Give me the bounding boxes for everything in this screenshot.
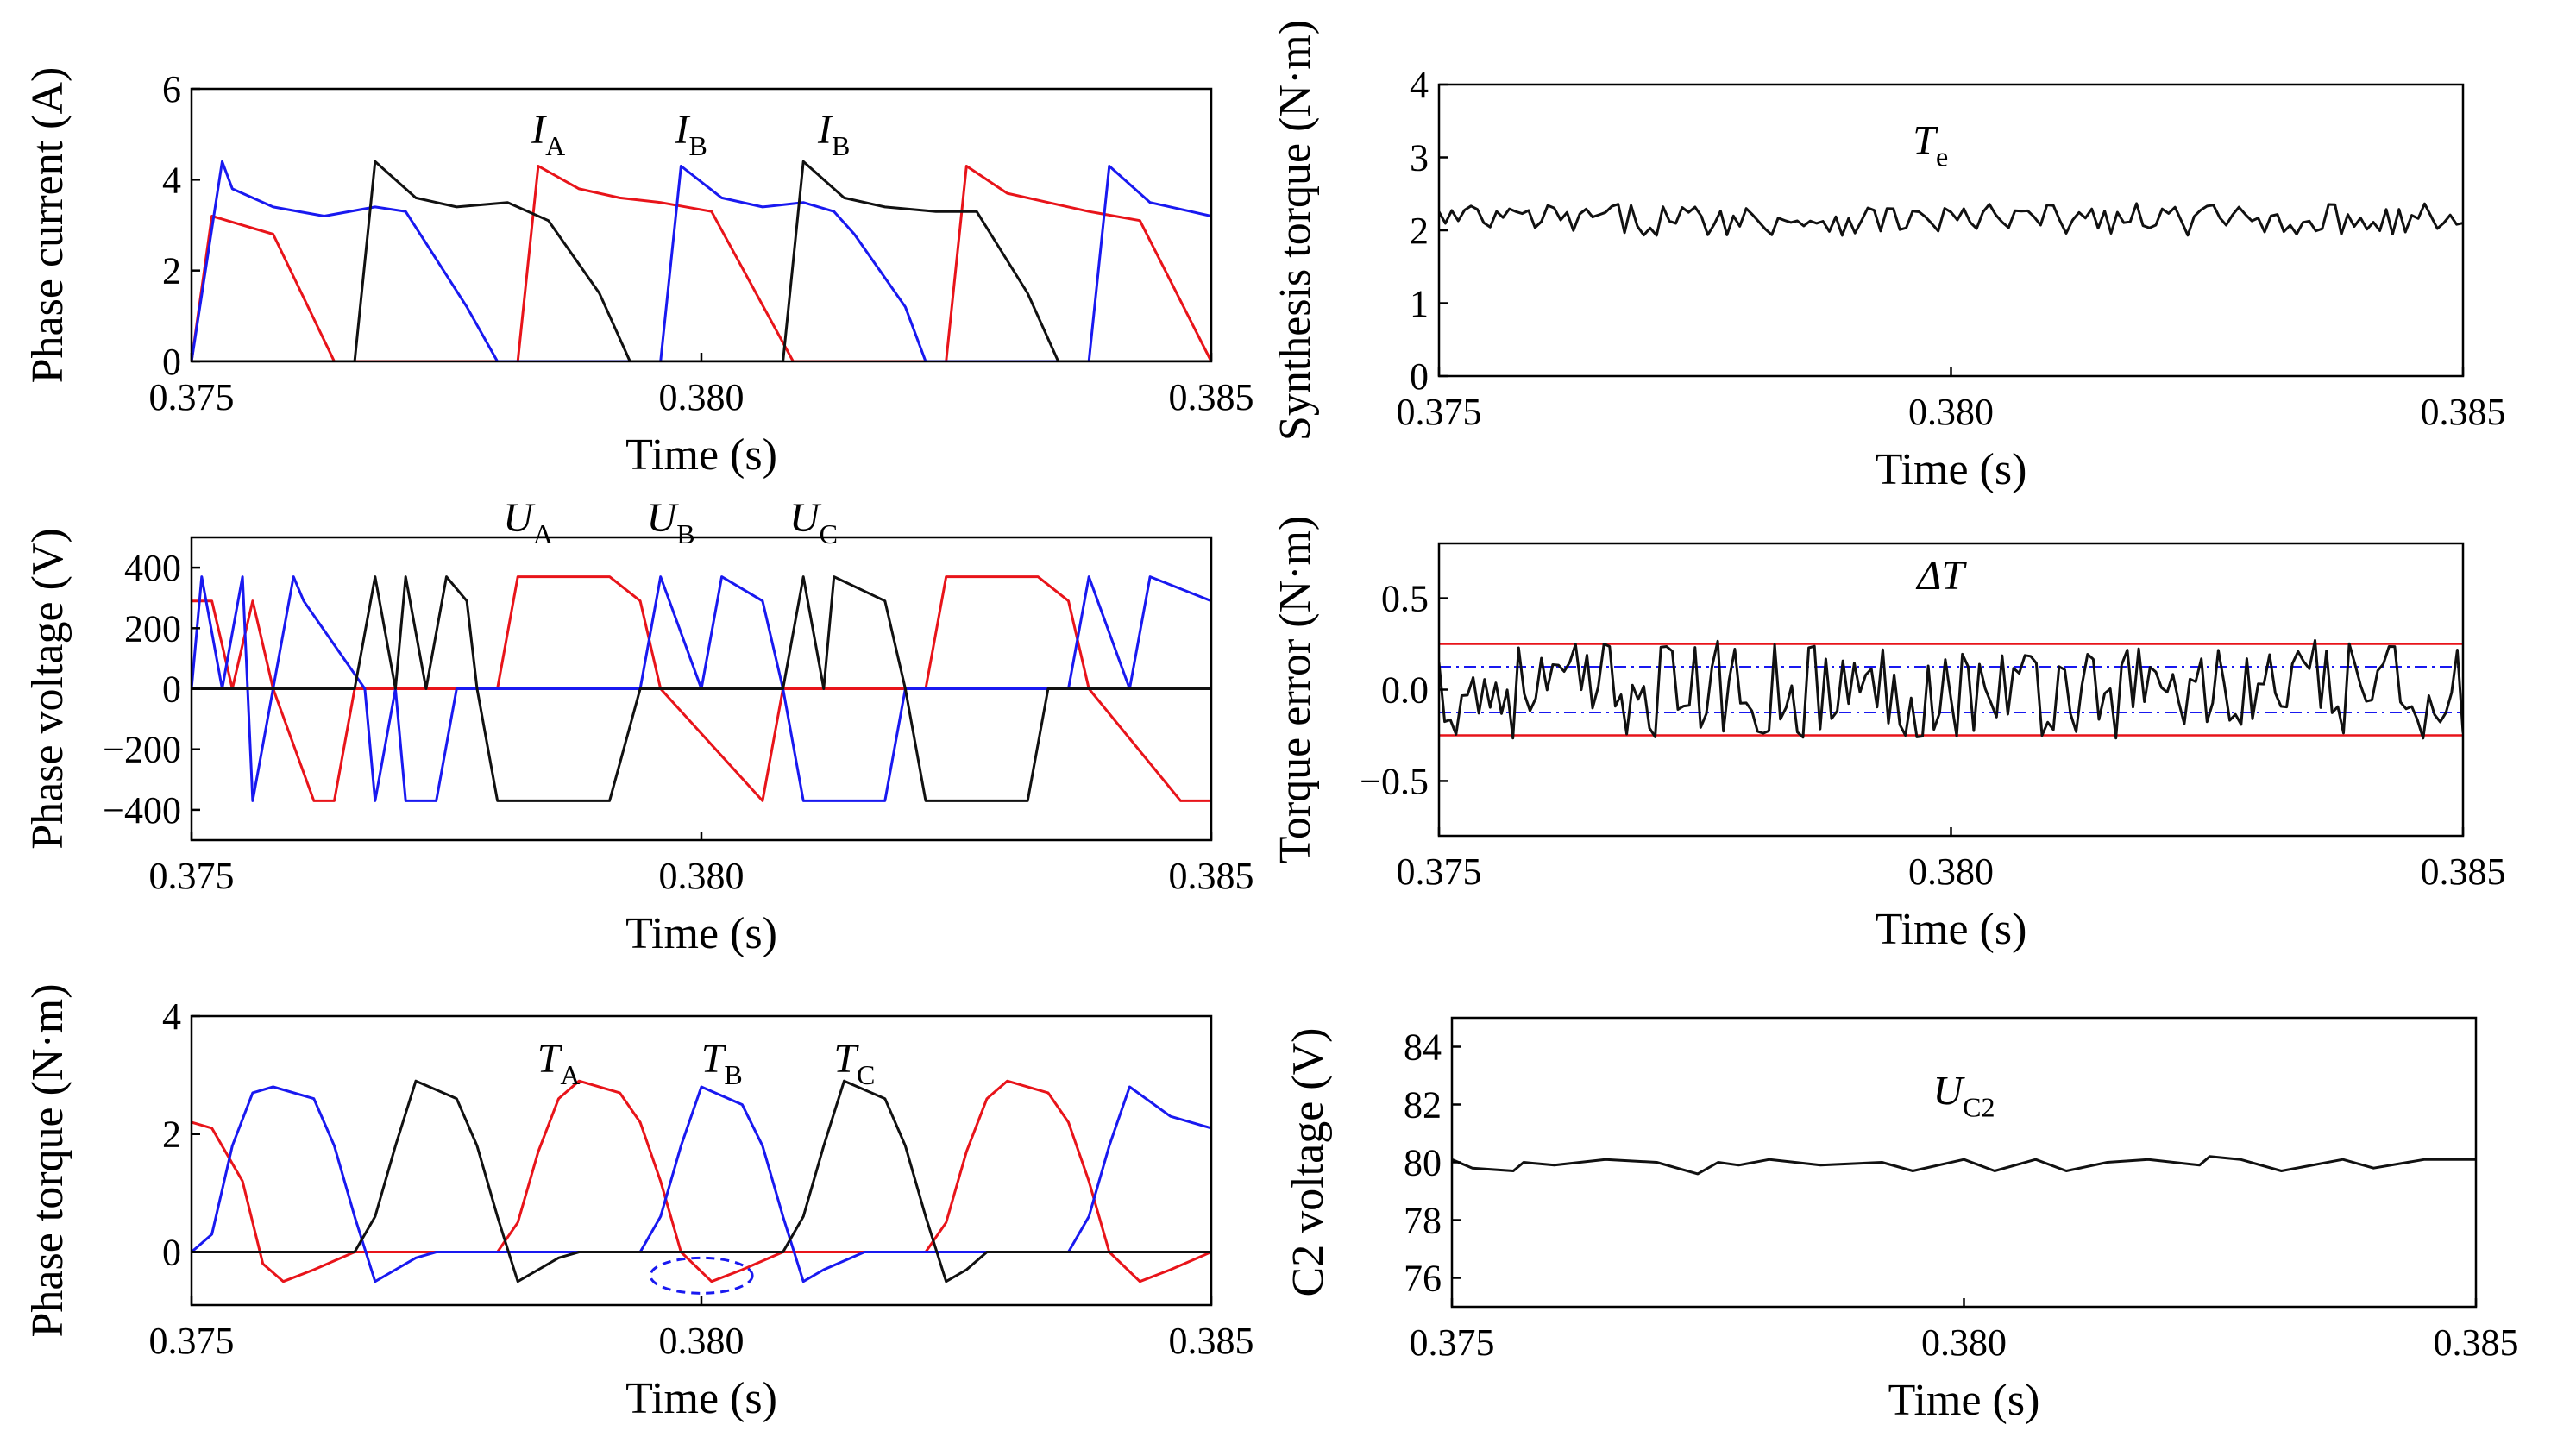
x-tick-label: 0.375 [149,376,235,418]
chart-torque-error: 0.375 0.380 0.385 −0.5 0.0 0.5 Time (s) Torque … [1271,516,2506,954]
series-line-t-e [1439,202,2463,237]
chart-phase-torque: 0.375 0.380 0.385 0 2 4 Time (s) Phase torque (… [23,983,1254,1423]
x-tick-label: 0.385 [1169,376,1254,418]
x-tick-label: 0.385 [1169,855,1254,897]
y-tick-label: 78 [1404,1200,1442,1242]
x-tick-label: 0.380 [1908,850,1994,893]
y-tick-label: 200 [124,607,181,650]
x-tick-label: 0.375 [149,1320,235,1362]
plot-frame [1437,83,2465,378]
x-tick-label: 0.380 [1921,1321,2007,1364]
y-tick-label: 82 [1404,1084,1442,1127]
y-axis-label: Synthesis torque (N·m) [1271,20,1320,441]
x-tick-label: 0.385 [2434,1321,2519,1364]
x-tick-label: 0.375 [1410,1321,1495,1364]
series-line-phase-c [192,160,1211,361]
series-line-phase-c [192,575,1211,802]
y-tick-label: 76 [1404,1258,1442,1300]
y-tick-label: 3 [1410,137,1429,179]
series-annotation: IA [531,107,565,161]
y-tick-label: 0 [162,1231,181,1273]
x-axis-label: Time (s) [1876,445,2027,494]
x-tick-label: 0.380 [659,855,745,897]
x-tick-label: 0.380 [659,376,745,418]
y-tick-label: 80 [1404,1142,1442,1184]
x-tick-label: 0.385 [2421,391,2506,433]
y-tick-label: 84 [1404,1026,1442,1069]
x-tick-label: 0.385 [2421,850,2506,893]
series-annotation: Te [1913,117,1948,172]
y-tick-label: 4 [1410,64,1429,106]
y-tick-label: 6 [162,68,181,110]
y-tick-label: 400 [124,547,181,589]
y-axis-label: Phase voltage (V) [23,528,72,850]
series-annotation: UB [647,495,695,549]
x-tick-label: 0.375 [1397,850,1482,893]
series-annotation: IB [675,107,707,161]
y-tick-label: 0.5 [1381,578,1429,620]
series-annotation: TC [833,1036,875,1090]
y-tick-label: 2 [1410,210,1429,252]
x-axis-label: Time (s) [1888,1376,2040,1425]
y-axis-label: C2 voltage (V) [1284,1028,1333,1297]
series-line-phase-b [192,1085,1211,1283]
series-line-phase-b [192,160,1211,361]
y-tick-label: −0.5 [1360,760,1429,802]
y-axis-label: Phase current (A) [23,67,72,384]
series-annotation: UC2 [1932,1069,1995,1123]
x-axis-label: Time (s) [625,430,777,480]
x-tick-label: 0.375 [1397,391,1482,433]
y-axis-label: Torque error (N·m) [1271,516,1320,864]
y-tick-label: 4 [162,159,181,201]
series-line--t [1439,638,2463,740]
series-annotation: TA [537,1036,581,1090]
y-tick-label: 0.0 [1381,669,1429,712]
y-tick-label: −400 [103,789,181,832]
series-annotation: ΔT [1915,553,1967,599]
x-axis-label: Time (s) [1876,905,2027,954]
chart-phase-voltage: 0.375 0.380 0.385 −400 −200 0 200 400 Time (s) Ph… [23,495,1254,958]
y-tick-label: 4 [162,995,181,1038]
series-line-u-c2 [1452,1155,2476,1176]
y-tick-label: 0 [162,341,181,383]
series-annotation: TB [701,1036,743,1090]
chart-synthesis-torque: 0.375 0.380 0.385 0 1 2 3 4 Time (s) Synthesis to… [1271,20,2506,494]
y-tick-label: 2 [162,250,181,292]
series-annotation: UC [789,495,838,549]
series-line-phase-a [192,575,1211,802]
x-axis-label: Time (s) [625,1374,777,1423]
x-tick-label: 0.385 [1169,1320,1254,1362]
series-line-phase-c [192,1079,1211,1283]
y-tick-label: 0 [162,668,181,711]
y-axis-label: Phase torque (N·m) [23,983,72,1337]
y-tick-label: 0 [1410,355,1429,398]
y-tick-label: 2 [162,1114,181,1156]
series-annotation: UA [503,495,553,549]
chart-phase-current: 0.375 0.380 0.385 0 2 4 6 Time (s) Phase current… [23,67,1254,480]
y-tick-label: −200 [103,729,181,771]
x-tick-label: 0.380 [1908,391,1994,433]
x-tick-label: 0.380 [659,1320,745,1362]
y-tick-label: 1 [1410,283,1429,325]
series-annotation: IB [817,107,850,161]
series-line-phase-a [192,165,1211,361]
highlight-ellipse [649,1256,754,1295]
x-axis-label: Time (s) [625,909,777,958]
x-tick-label: 0.375 [149,855,235,897]
chart-c2-voltage: 0.375 0.380 0.385 76 78 80 82 84 Time (s) C2 volt… [1284,1016,2519,1425]
